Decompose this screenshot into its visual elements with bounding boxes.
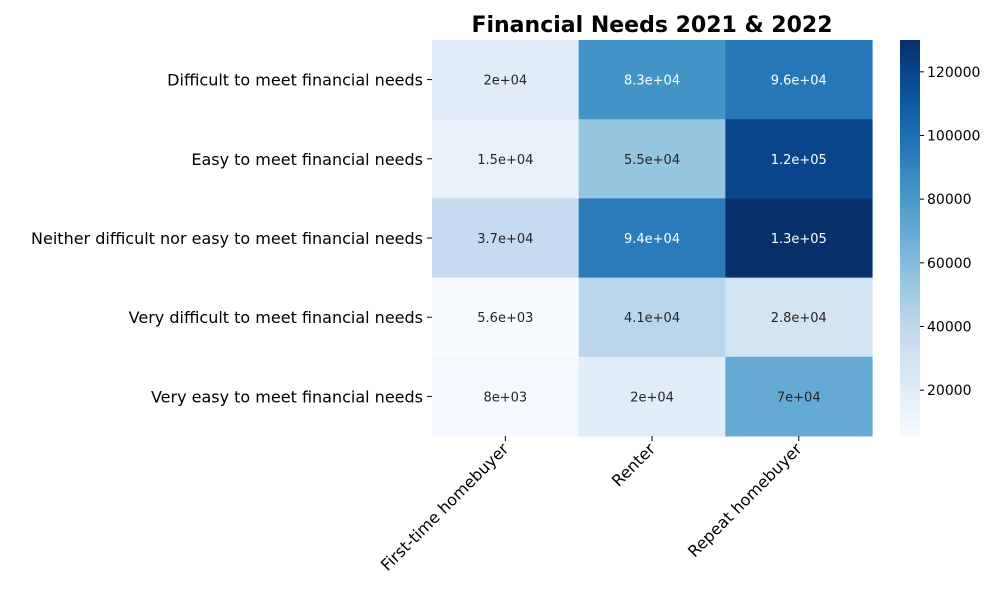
- cell-annotation: 5.5e+04: [624, 153, 680, 168]
- row-label: Very difficult to meet financial needs: [129, 308, 423, 327]
- heatmap-cell: [578, 40, 726, 120]
- row-labels: Difficult to meet financial needs Easy to…: [31, 71, 432, 406]
- row-label: Neither difficult nor easy to meet finan…: [31, 229, 423, 248]
- row-label: Easy to meet financial needs: [191, 150, 423, 169]
- column-label: Renter: [608, 439, 659, 490]
- heatmap-cell: [432, 356, 580, 437]
- heatmap-cell: [578, 119, 726, 199]
- heatmap-cell: [578, 277, 726, 358]
- colorbar-tick-label: 20000: [927, 383, 972, 399]
- cell-annotation: 3.7e+04: [477, 232, 533, 247]
- cell-annotation: 1.2e+05: [771, 153, 827, 168]
- colorbar-tick-label: 80000: [927, 192, 972, 208]
- cell-annotation: 9.4e+04: [624, 232, 680, 247]
- heatmap-cell: [432, 119, 580, 199]
- cell-annotation: 9.6e+04: [771, 74, 827, 89]
- cell-annotation: 8e+03: [483, 390, 527, 405]
- cell-annotation: 2.8e+04: [771, 311, 827, 326]
- heatmap-cell: [578, 198, 726, 279]
- heatmap-cells: 2e+04 8.3e+04 9.6e+04 1.5e+04 5.5e+04 1.2e+05…: [432, 40, 873, 437]
- colorbar-tick-label: 100000: [927, 128, 980, 144]
- colorbar-ticks: 20000 40000 60000 80000 100000 120000: [920, 65, 980, 399]
- heatmap-cell: [725, 198, 873, 279]
- row-label: Difficult to meet financial needs: [167, 71, 423, 90]
- column-label: Repeat homebuyer: [684, 439, 806, 561]
- cell-annotation: 5.6e+03: [477, 311, 533, 326]
- colorbar-tick-label: 120000: [927, 65, 980, 81]
- chart-title: Financial Needs 2021 & 2022: [471, 13, 832, 38]
- cell-annotation: 2e+04: [630, 390, 674, 405]
- cell-annotation: 2e+04: [483, 74, 527, 89]
- cell-annotation: 4.1e+04: [624, 311, 680, 326]
- column-labels: First-time homebuyer Renter Repeat homebuy…: [377, 436, 806, 575]
- cell-annotation: 8.3e+04: [624, 74, 680, 89]
- heatmap-cell: [725, 119, 873, 199]
- colorbar-tick-label: 60000: [927, 256, 972, 272]
- heatmap-cell: [725, 40, 873, 120]
- cell-annotation: 1.5e+04: [477, 153, 533, 168]
- heatmap-cell: [432, 40, 580, 120]
- heatmap-cell: [578, 356, 726, 437]
- colorbar: [900, 40, 920, 436]
- colorbar-tick-label: 40000: [927, 319, 972, 335]
- row-label: Very easy to meet financial needs: [151, 387, 423, 406]
- heatmap-cell: [725, 356, 873, 437]
- heatmap-cell: [725, 277, 873, 358]
- cell-annotation: 7e+04: [777, 390, 821, 405]
- column-label: First-time homebuyer: [377, 439, 513, 575]
- heatmap-cell: [432, 277, 580, 358]
- cell-annotation: 1.3e+05: [771, 232, 827, 247]
- heatmap-cell: [432, 198, 580, 279]
